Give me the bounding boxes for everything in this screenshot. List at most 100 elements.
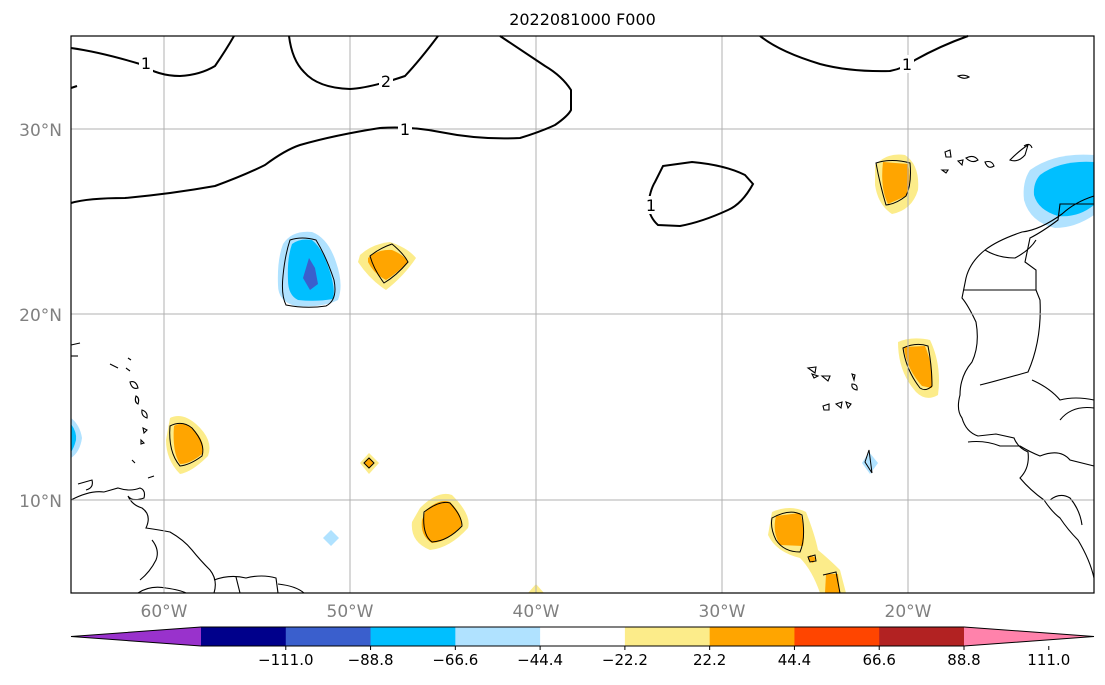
map-frame [70, 35, 1095, 594]
negative-anomaly-cell [71, 424, 77, 452]
colorbar-segment [285, 627, 372, 646]
island [125, 367, 131, 372]
country-border [1049, 494, 1083, 526]
island [822, 403, 830, 411]
island [984, 160, 995, 168]
island [77, 479, 93, 491]
contour-line [70, 85, 78, 89]
island [1009, 143, 1029, 162]
colorbar-segment [201, 627, 287, 646]
contour-lines [70, 35, 969, 228]
colorbar-tick-label: 111.0 [1027, 651, 1070, 669]
island [851, 373, 856, 383]
island [806, 366, 817, 374]
colorbar-tick-label: 22.2 [693, 651, 726, 669]
contour-line [288, 35, 439, 91]
map-title: 2022081000 F000 [509, 10, 656, 29]
island [127, 357, 132, 361]
colorbar-segment [879, 627, 965, 646]
anomaly-outline [423, 501, 463, 543]
island [109, 363, 119, 369]
colorbar: −111.0 −88.8 −66.6 −44.4 −22.2 22.2 44.4 66.6 88… [70, 626, 1095, 669]
colorbar-segment [624, 627, 711, 646]
colorbar-tick-label: 66.6 [863, 651, 896, 669]
island [965, 155, 979, 163]
colorbar-segment [709, 627, 795, 646]
anomaly-outline [771, 511, 805, 553]
country-border [1059, 406, 1095, 421]
contour-label: 1 [400, 120, 410, 139]
lon-tick-label: 30°W [699, 602, 746, 622]
anomaly-outline [807, 554, 817, 563]
island [140, 438, 146, 445]
country-border [137, 586, 187, 594]
island [944, 149, 952, 158]
island [1023, 143, 1033, 149]
island [141, 409, 148, 419]
colorbar-tick-label: −88.8 [348, 651, 394, 669]
island [134, 395, 140, 405]
lon-tick-label: 50°W [327, 602, 374, 622]
country-border [967, 440, 1095, 467]
country-border [984, 239, 1037, 259]
contour-label-group: 1 2 1 1 1 [139, 54, 914, 215]
contour-label: 1 [141, 54, 151, 73]
contour-label: 1 [902, 55, 912, 74]
anomaly-outline [369, 243, 409, 284]
colorbar-extend-min [71, 627, 201, 646]
contour-label: 2 [381, 72, 391, 91]
africa-coastline [957, 195, 1095, 579]
island [70, 342, 81, 346]
island [131, 459, 136, 464]
colorbar-tick-label: −22.2 [602, 651, 648, 669]
colorbar-tick-label: 44.4 [778, 651, 811, 669]
negative-anomaly-cell [303, 258, 318, 290]
colorbar-segment [794, 627, 880, 646]
lon-tick-label: 60°W [141, 602, 188, 622]
island [142, 427, 148, 435]
lat-tick-label: 30°N [19, 121, 62, 141]
island [940, 169, 950, 174]
lat-tick-label: 20°N [19, 306, 62, 326]
anomaly-outline [363, 457, 375, 469]
island [956, 159, 964, 167]
lat-tick-label: 10°N [19, 492, 62, 512]
positive-anomaly-cell [825, 574, 840, 593]
colorbar-segment [370, 627, 456, 646]
island [810, 373, 820, 379]
country-border [1031, 379, 1095, 401]
island [820, 375, 831, 382]
colorbar-extend-max [964, 627, 1094, 646]
negative-anomaly-cell [323, 530, 339, 546]
colorbar-segment [540, 627, 626, 646]
positive-anomaly-cell [882, 162, 910, 204]
colorbar-segment [455, 627, 541, 646]
negative-anomaly-cell [71, 418, 82, 458]
positive-anomaly-cell [173, 423, 203, 464]
contour-line [759, 35, 969, 73]
island [147, 475, 155, 479]
anomaly-outline [169, 422, 204, 467]
anomaly-outline [875, 160, 911, 206]
island [129, 381, 139, 389]
island [851, 383, 858, 391]
lon-tick-labels: 60°W 50°W 40°W 30°W 20°W [141, 602, 932, 622]
south-america-coastline [70, 487, 216, 594]
island [845, 401, 852, 410]
country-border [139, 539, 158, 581]
gridlines [71, 36, 1094, 593]
anomaly-outlines [169, 160, 933, 594]
contour-line [70, 35, 235, 78]
coastlines [70, 74, 1095, 594]
anomaly-outline [864, 449, 873, 474]
colorbar-tick-label: −66.6 [432, 651, 478, 669]
country-border [964, 203, 1094, 291]
island [834, 401, 843, 410]
island [956, 74, 971, 79]
contour-label: 1 [646, 196, 656, 215]
positive-anomaly-cell [904, 346, 933, 388]
colorbar-tick-label: −111.0 [258, 651, 314, 669]
country-border [979, 289, 1041, 386]
anomaly-outline [822, 571, 841, 594]
